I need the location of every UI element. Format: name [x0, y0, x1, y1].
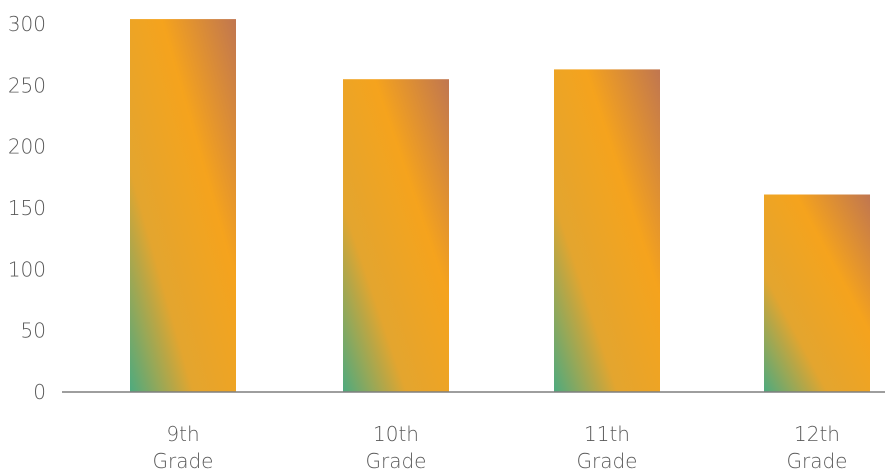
bar-10th [343, 79, 449, 392]
y-tick-label: 300 [8, 12, 46, 36]
y-tick-label: 150 [8, 196, 46, 220]
x-category-label: 10th Grade [366, 422, 427, 473]
y-axis-ticks: 0 50 100 150 200 250 300 [8, 12, 46, 404]
x-axis-labels: 9th Grade 10th Grade 11th Grade 12th Grade [153, 422, 848, 473]
y-tick-label: 100 [8, 257, 46, 281]
bar-11th [554, 69, 660, 393]
y-tick-label: 250 [8, 73, 46, 97]
y-tick-label: 0 [33, 380, 46, 404]
x-category-label: 9th Grade [153, 422, 214, 473]
y-tick-label: 200 [8, 135, 46, 159]
x-category-label: 12th Grade [787, 422, 848, 473]
y-tick-label: 50 [21, 319, 46, 343]
bar-9th [130, 19, 236, 393]
bar-12th [764, 194, 870, 392]
bars [130, 19, 870, 393]
x-category-label: 11th Grade [577, 422, 638, 473]
